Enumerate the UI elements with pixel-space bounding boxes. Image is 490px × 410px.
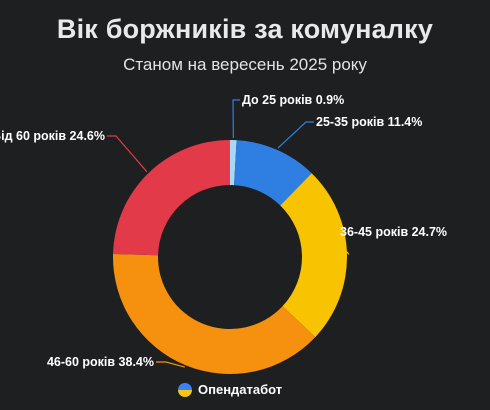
donut-slice-3 (280, 173, 348, 338)
leader-line-3 (328, 231, 350, 255)
chart-subtitle: Станом на вересень 2025 року (123, 55, 367, 74)
leader-line-2 (277, 121, 314, 149)
slice-label-4: 46-60 років 38.4% (47, 355, 154, 369)
donut-slice-2 (234, 140, 312, 206)
slice-label-2: 25-35 років 11.4% (316, 115, 422, 129)
leader-line-5 (107, 135, 148, 173)
brand-name: Опендатабот (198, 382, 283, 397)
donut-slice-4 (113, 254, 316, 375)
donut-slice-5 (113, 140, 230, 256)
brand-logo-icon (178, 382, 192, 397)
chart-title: Вік боржників за комуналку (56, 14, 434, 44)
slice-label-3: 36-45 років 24.7% (340, 225, 447, 239)
leader-line-1 (232, 99, 240, 139)
brand: Опендатабот (178, 382, 282, 397)
donut-slice-1 (230, 140, 237, 186)
leader-line-4 (156, 361, 185, 368)
slice-label-5: Від 60 років 24.6% (0, 129, 105, 143)
slice-label-1: До 25 років 0.9% (242, 93, 344, 107)
